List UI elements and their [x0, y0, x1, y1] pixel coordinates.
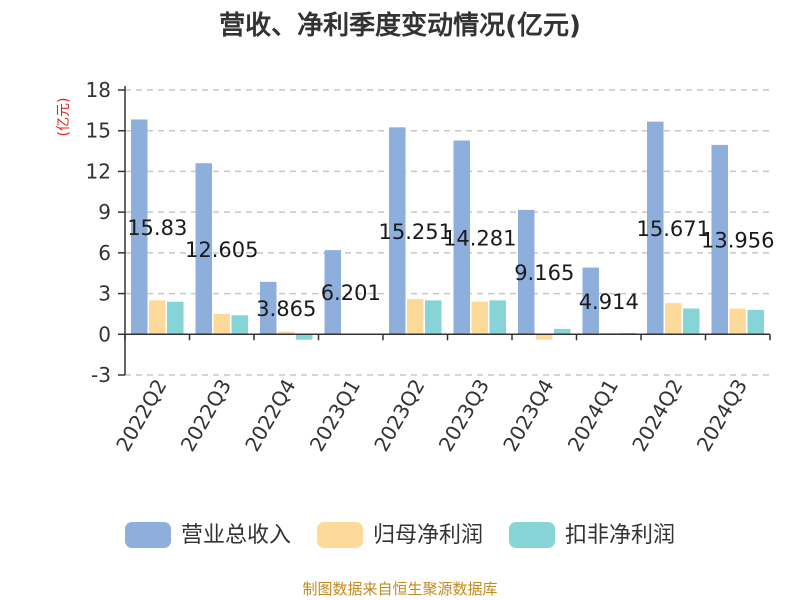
bar-2024Q1-s0 — [582, 267, 599, 335]
y-tick-label: 0 — [98, 322, 111, 346]
data-label: 14.281 — [443, 226, 516, 250]
x-tick-label: 2024Q2 — [627, 375, 687, 456]
data-label: 15.83 — [127, 216, 187, 240]
data-label: 12.605 — [185, 238, 258, 262]
bar-2024Q3-s2 — [747, 309, 764, 335]
y-axis-label: (亿元) — [56, 98, 72, 137]
bar-2022Q4-s2 — [296, 334, 313, 340]
y-tick-label: 6 — [98, 241, 111, 265]
data-label: 13.956 — [701, 229, 774, 253]
legend-swatch — [125, 522, 171, 548]
bar-2023Q3-s2 — [489, 300, 506, 335]
legend-swatch — [317, 522, 363, 548]
data-label: 9.165 — [514, 261, 574, 285]
chart-title: 营收、净利季度变动情况(亿元) — [219, 10, 581, 41]
legend-swatch — [509, 522, 555, 548]
bar-2022Q4-s1 — [278, 331, 295, 335]
gridlines — [118, 89, 770, 376]
y-tick-label: 18 — [86, 78, 111, 102]
x-tick-label: 2022Q2 — [111, 375, 171, 456]
y-tick-labels: 18 15 12 9 6 3 0 -3 — [86, 78, 111, 387]
data-label: 4.914 — [579, 290, 639, 314]
data-label: 6.201 — [321, 281, 381, 305]
bar-2024Q3-s1 — [729, 308, 746, 335]
source-note: 制图数据来自恒生聚源数据库 — [302, 580, 497, 598]
data-label: 15.671 — [637, 217, 710, 241]
x-tick-label: 2023Q4 — [498, 375, 558, 456]
y-tick-label: -3 — [91, 363, 111, 387]
bar-2023Q2-s1 — [407, 299, 424, 335]
bar-2022Q4-s0 — [260, 281, 277, 335]
bar-2024Q2-s0 — [647, 121, 664, 335]
bar-2023Q4-s0 — [518, 209, 535, 335]
x-tick-label: 2023Q3 — [434, 375, 494, 456]
axes — [124, 86, 771, 375]
bar-2023Q2-s2 — [425, 300, 442, 335]
y-tick-label: 9 — [98, 200, 111, 224]
bar-2022Q2-s2 — [167, 301, 184, 335]
bar-2022Q3-s0 — [195, 163, 212, 335]
x-tick-label: 2024Q1 — [563, 375, 623, 456]
data-label: 3.865 — [256, 297, 316, 321]
legend-label: 归母净利润 — [373, 523, 483, 548]
bars — [131, 119, 764, 340]
x-tick-label: 2022Q3 — [176, 375, 236, 456]
bar-2024Q2-s2 — [683, 308, 700, 335]
x-tick-labels: 2022Q2 2022Q3 2022Q4 2023Q1 2023Q2 2023Q3 2023… — [111, 375, 752, 456]
x-tick-label: 2023Q1 — [305, 375, 365, 456]
bar-2023Q3-s0 — [453, 140, 470, 335]
bar-2022Q3-s1 — [213, 313, 230, 335]
y-tick-label: 15 — [86, 119, 111, 143]
bar-2022Q3-s2 — [231, 315, 248, 335]
bar-2024Q3-s0 — [711, 144, 728, 335]
x-tick-label: 2023Q2 — [369, 375, 429, 456]
bar-2022Q2-s0 — [131, 119, 148, 335]
y-tick-label: 12 — [86, 159, 111, 183]
x-tick-label: 2022Q4 — [240, 375, 300, 456]
bar-2024Q2-s1 — [665, 303, 682, 335]
bar-2023Q4-s2 — [554, 328, 571, 335]
legend-label: 扣非净利润 — [565, 523, 675, 548]
legend: 营业总收入 归母净利润 扣非净利润 — [125, 522, 675, 548]
legend-label: 营业总收入 — [181, 523, 291, 548]
x-tick-label: 2024Q3 — [692, 375, 752, 456]
bar-2023Q1-s0 — [324, 250, 341, 335]
bar-2023Q2-s0 — [389, 127, 406, 335]
bar-2022Q2-s1 — [149, 300, 166, 335]
data-label: 15.251 — [379, 220, 452, 244]
y-tick-label: 3 — [98, 282, 111, 306]
bar-2023Q4-s1 — [536, 334, 553, 340]
bar-2023Q3-s1 — [471, 301, 488, 335]
